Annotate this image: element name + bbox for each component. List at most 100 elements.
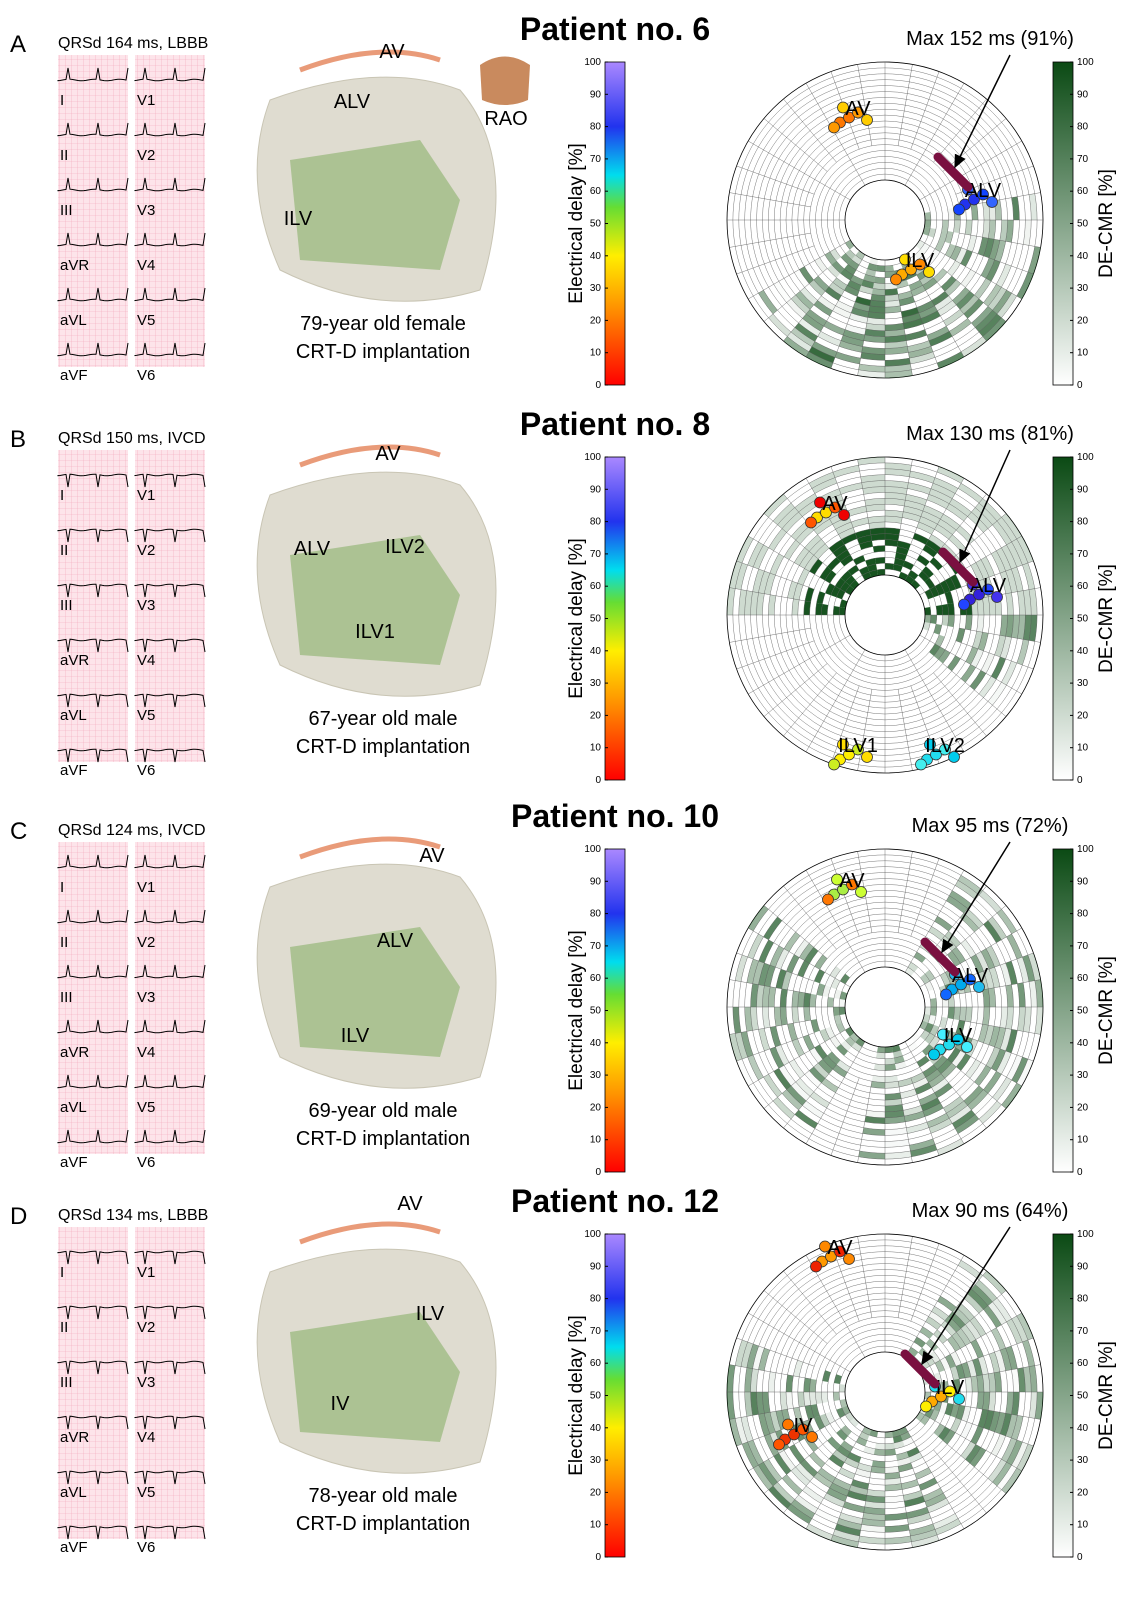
colorbar-tick-label: 10 bbox=[1077, 1520, 1089, 1531]
colorbar-tick-label: 100 bbox=[584, 57, 601, 68]
colorbar-tick-label: 90 bbox=[1077, 89, 1089, 100]
colorbar-tick-label: 10 bbox=[1077, 348, 1089, 359]
scar-cell bbox=[885, 563, 894, 570]
model-label: ILV bbox=[416, 1303, 445, 1325]
colorbar-tick-label: 30 bbox=[590, 678, 602, 689]
lead-label: aVL bbox=[60, 1484, 87, 1501]
colorbar-tick-label: 50 bbox=[590, 1006, 602, 1017]
qrs-label: QRSd 124 ms, IVCD bbox=[58, 822, 206, 839]
polar-label: ILV bbox=[906, 250, 935, 272]
colorbar-tick-label: 70 bbox=[1077, 549, 1089, 560]
lead-label: V3 bbox=[137, 989, 155, 1006]
panel-title: Patient no. 12 bbox=[511, 1183, 719, 1219]
colorbar-tick-label: 40 bbox=[590, 251, 602, 262]
lead-label: II bbox=[60, 147, 68, 164]
polar-label: ILV2 bbox=[925, 735, 965, 757]
electrode-dot bbox=[954, 204, 965, 215]
model-label: ILV bbox=[341, 1025, 370, 1047]
scar-cell bbox=[885, 1443, 895, 1450]
lead-label: V4 bbox=[137, 1429, 155, 1446]
model-label: AV bbox=[419, 845, 445, 867]
colorbar-label: DE-CMR [%] bbox=[1096, 564, 1117, 673]
lead-label: aVL bbox=[60, 1099, 87, 1116]
lead-label: aVL bbox=[60, 707, 87, 724]
lead-label: I bbox=[60, 487, 64, 504]
colorbar-tick-label: 50 bbox=[1077, 614, 1089, 625]
polar-label: ILV bbox=[936, 1377, 965, 1399]
lead-label: aVR bbox=[60, 1429, 89, 1446]
electrode-dot bbox=[811, 1261, 822, 1272]
lead-label: aVF bbox=[60, 1539, 88, 1556]
colorbar-tick-label: 50 bbox=[1077, 1391, 1089, 1402]
colorbar-label: Electrical delay [%] bbox=[566, 1315, 587, 1476]
colorbar-tick-label: 60 bbox=[590, 973, 602, 984]
demographics: 78-year old male bbox=[309, 1485, 458, 1507]
colorbar-tick-label: 90 bbox=[590, 484, 602, 495]
lead-label: V4 bbox=[137, 652, 155, 669]
colorbar-tick-label: 40 bbox=[590, 646, 602, 657]
demographics: 67-year old male bbox=[309, 708, 458, 730]
colorbar-tick-label: 90 bbox=[590, 876, 602, 887]
lead-label: I bbox=[60, 1264, 64, 1281]
scar-cell bbox=[885, 1058, 895, 1065]
scar-cell bbox=[936, 605, 943, 615]
lead-label: V2 bbox=[137, 934, 155, 951]
lead-label: V5 bbox=[137, 312, 155, 329]
lead-label: aVF bbox=[60, 762, 88, 779]
demographics: CRT-D implantation bbox=[296, 736, 470, 758]
colorbar-label: DE-CMR [%] bbox=[1096, 1341, 1117, 1450]
lead-label: V2 bbox=[137, 147, 155, 164]
lead-label: V4 bbox=[137, 1044, 155, 1061]
model-label: ALV bbox=[377, 930, 414, 952]
figure: AQRSd 164 ms, LBBBIIIIIIaVRaVLaVFV1V2V3V… bbox=[0, 0, 1138, 1596]
colorbar-tick-label: 0 bbox=[595, 1167, 601, 1178]
scar-cell bbox=[833, 606, 840, 615]
lead-label: V2 bbox=[137, 1319, 155, 1336]
colorbar-tick-label: 60 bbox=[1077, 186, 1089, 197]
colorbar-tick-label: 60 bbox=[1077, 581, 1089, 592]
colorbar-tick-label: 100 bbox=[1077, 452, 1094, 463]
colorbar-tick-label: 30 bbox=[590, 1455, 602, 1466]
lead-label: V6 bbox=[137, 1154, 155, 1171]
polar-hole bbox=[845, 180, 925, 260]
electrode-dot bbox=[783, 1419, 794, 1430]
panel: CQRSd 124 ms, IVCDIIIIIIaVRaVLaVFV1V2V3V… bbox=[10, 798, 1117, 1178]
model-label: ALV bbox=[334, 91, 371, 113]
colorbar-tick-label: 0 bbox=[1077, 1552, 1083, 1563]
scar-cell bbox=[875, 1443, 885, 1450]
colorbar-tick-label: 0 bbox=[1077, 380, 1083, 391]
electrode-dot bbox=[891, 274, 902, 285]
vein-model bbox=[300, 52, 440, 70]
electrode-dot bbox=[806, 517, 817, 528]
scar-cell bbox=[876, 1052, 885, 1059]
lead-label: I bbox=[60, 879, 64, 896]
polar-label: AV bbox=[827, 1237, 853, 1259]
colorbar-tick-label: 80 bbox=[590, 122, 602, 133]
colorbar-tick-label: 30 bbox=[590, 1070, 602, 1081]
colorbar-tick-label: 70 bbox=[1077, 941, 1089, 952]
colorbar-tick-label: 40 bbox=[1077, 1423, 1089, 1434]
lead-label: V3 bbox=[137, 202, 155, 219]
lead-label: V5 bbox=[137, 707, 155, 724]
colorbar-label: DE-CMR [%] bbox=[1096, 956, 1117, 1065]
colorbar-tick-label: 20 bbox=[590, 710, 602, 721]
electrode-dot bbox=[959, 599, 970, 610]
colorbar-tick-label: 90 bbox=[1077, 876, 1089, 887]
lead-label: III bbox=[60, 989, 73, 1006]
colorbar-tick-label: 30 bbox=[590, 283, 602, 294]
colorbar-tick-label: 0 bbox=[595, 1552, 601, 1563]
vein-model bbox=[300, 447, 440, 465]
lead-label: I bbox=[60, 92, 64, 109]
panel-title: Patient no. 10 bbox=[511, 798, 719, 834]
panel-letter: D bbox=[10, 1203, 27, 1230]
panel: BQRSd 150 ms, IVCDIIIIIIaVRaVLaVFV1V2V3V… bbox=[10, 406, 1117, 786]
colorbar-tick-label: 50 bbox=[590, 614, 602, 625]
lead-label: V3 bbox=[137, 1374, 155, 1391]
colorbar-tick-label: 20 bbox=[590, 1102, 602, 1113]
colorbar-tick-label: 50 bbox=[1077, 1006, 1089, 1017]
model-label: IV bbox=[331, 1393, 351, 1415]
colorbar-tick-label: 70 bbox=[590, 154, 602, 165]
model-label: ILV1 bbox=[355, 621, 395, 643]
colorbar-tick-label: 20 bbox=[1077, 710, 1089, 721]
torso-icon bbox=[480, 57, 530, 106]
